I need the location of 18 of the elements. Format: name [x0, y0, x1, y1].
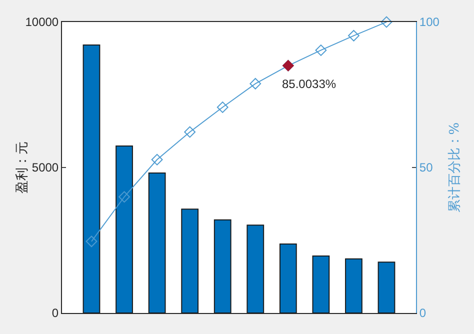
point [250, 78, 262, 90]
point [348, 30, 360, 42]
y-tick-label: 10000 [25, 15, 59, 30]
point [118, 191, 130, 203]
y-axis-title: 盈利：元 [14, 142, 30, 194]
point [86, 236, 98, 248]
y2-tick-label: 100 [419, 15, 440, 30]
y2-axis-title: 累计百分比：% [448, 122, 462, 213]
y-tick-label: 0 [52, 306, 59, 320]
point [380, 16, 392, 28]
y2-tick-label: 0 [419, 306, 426, 320]
point [216, 102, 228, 113]
point [184, 126, 196, 138]
annotation: 85.0033% [282, 77, 336, 91]
y-tick-label: 5000 [32, 160, 59, 175]
y2-tick-label: 50 [419, 160, 434, 175]
point [151, 154, 163, 166]
point [315, 44, 327, 56]
